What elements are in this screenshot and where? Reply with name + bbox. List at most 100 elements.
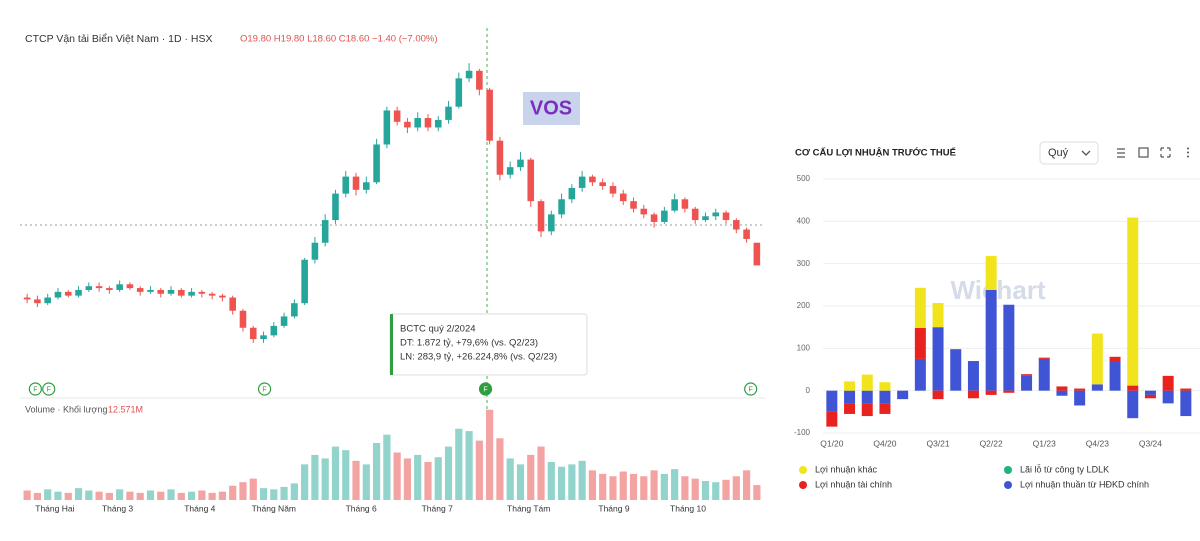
candle-body [753,242,761,266]
volume-bar [352,460,360,500]
volume-bar [198,490,206,500]
candle-body [650,214,658,222]
y-tick-label: 100 [797,343,811,352]
candle-body [681,199,689,209]
period-dropdown[interactable] [1039,141,1099,165]
candle-body [383,110,391,145]
legend-marker [1004,481,1012,489]
candle-body [260,335,267,340]
volume-bar [44,489,52,500]
icon-filter[interactable] [1117,148,1125,158]
candle-body [249,327,257,340]
volume-bar [187,491,196,500]
event-marker [257,382,272,396]
candle-body [506,167,514,175]
bar-segment [1038,357,1050,359]
x-tick-label: Tháng 7 [422,503,453,513]
volume-bar [424,462,432,500]
candle-body [147,289,154,292]
event-marker [744,382,758,396]
volume-bar [362,464,370,500]
bar-segment [914,328,926,359]
candle-body [208,293,216,296]
volume-bar [547,462,555,500]
candle-body [712,212,720,217]
event-label: F [47,386,51,393]
candle-body [54,291,62,298]
x-tick-label: Q4/23 [1086,438,1109,448]
volume-bar [64,492,72,500]
x-tick-label: Tháng Hai [35,503,74,513]
legend-marker [799,481,807,489]
bar-segment [1091,333,1103,385]
tooltip-line: BCTC quý 2/2024 [400,324,476,335]
volume-bar [691,478,699,500]
bar-segment [1162,375,1174,391]
x-tick-label: Tháng Năm [252,503,296,513]
y-tick-label: 300 [797,259,811,268]
volume-bar [732,476,740,500]
candle-body [291,303,298,317]
volume-bar [229,485,237,500]
y-tick-label: -100 [794,428,811,437]
x-tick-label: Q1/23 [1033,438,1056,448]
volume-bar [136,492,144,500]
x-tick-label: Tháng 9 [598,503,629,513]
y-tick-label: 200 [797,301,811,310]
bar-segment [985,256,997,290]
candle-body [486,89,493,141]
volume-bar [54,491,62,500]
volume-bar [23,490,31,500]
bar-segment [1180,388,1192,391]
candle-body [568,187,576,200]
candle-body [44,297,51,304]
candle-body [85,286,93,290]
bar-segment [879,390,891,404]
x-tick-label: Tháng 3 [102,503,133,513]
volume-bar [403,458,412,500]
candle-body [332,193,339,221]
volume-bar [629,473,638,500]
bar-segment [1021,374,1033,376]
volume-bar [290,483,298,500]
candle-body [301,259,308,304]
icon-calendar[interactable] [1138,147,1149,158]
volume-bar [280,486,288,500]
event-marker [478,382,493,396]
bar-segment [1127,385,1139,391]
volume-bar [722,479,730,500]
bar-segment [1109,356,1121,362]
candle-body [126,284,134,289]
y-tick-label: 0 [806,386,811,395]
candle-body [363,182,370,190]
bar-segment [1144,394,1156,399]
volume-bar [753,485,761,500]
x-tick-label: Q1/20 [820,438,843,448]
candle-body [671,199,678,211]
candle-body [373,144,380,183]
icon-more [1187,151,1189,154]
x-tick-label: Tháng Tám [507,503,550,513]
legend-marker [1004,466,1012,474]
bar-segment [1021,375,1033,391]
icon-more[interactable] [1187,147,1189,150]
volume-bar [681,476,689,500]
volume-bar [496,438,504,500]
volume-bar [342,450,350,500]
candle-body [743,229,750,239]
tooltip-line: DT: 1.872 tỷ, +79,6% (vs. Q2/23) [400,338,538,349]
volume-bar [33,492,42,500]
icon-fullscreen[interactable] [1160,147,1171,158]
volume-bar [311,454,319,500]
bar-segment [1074,388,1086,391]
bar-segment [844,390,856,404]
x-tick-label: Q3/24 [1139,438,1162,448]
bar-segment [1003,390,1015,393]
bar-segment [1109,361,1121,391]
volume-bar [465,431,473,500]
tooltip-line: LN: 283,9 tỷ, +26.224,8% (vs. Q2/23) [400,352,557,363]
volume-bar [383,434,391,500]
bar-segment [844,381,856,391]
volume-bar [742,470,751,500]
y-tick-label: 500 [797,174,811,183]
